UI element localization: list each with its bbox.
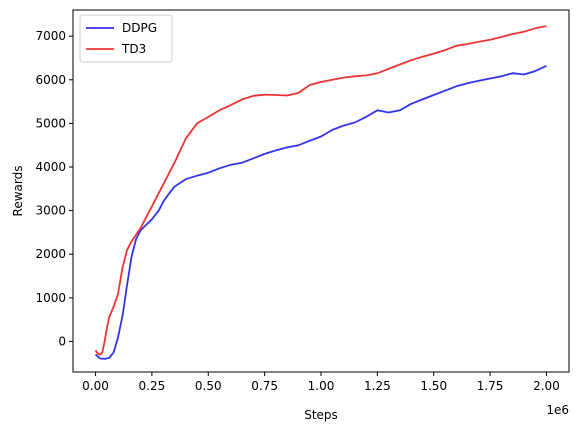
x-axis-offset-label: 1e6 xyxy=(546,403,569,417)
y-axis-label: Rewards xyxy=(11,166,25,217)
x-tick-label: 0.00 xyxy=(82,379,109,393)
series-layer xyxy=(94,25,547,360)
legend-label-ddpg: DDPG xyxy=(122,21,157,35)
series-line-td3 xyxy=(94,25,547,356)
x-tick-label: 1.00 xyxy=(308,379,335,393)
x-tick-label: 1.25 xyxy=(364,379,391,393)
legend-label-td3: TD3 xyxy=(121,42,146,56)
y-tick-label: 4000 xyxy=(35,160,66,174)
y-tick-label: 7000 xyxy=(35,29,66,43)
legend-box xyxy=(79,14,173,63)
y-tick-label: 3000 xyxy=(35,204,66,218)
y-axis-ticks: 0 1000 2000 3000 4000 5000 6000 7000 xyxy=(35,29,73,348)
x-tick-label: 0.50 xyxy=(195,379,222,393)
x-tick-label: 0.75 xyxy=(251,379,278,393)
y-tick-label: 5000 xyxy=(35,116,66,130)
x-tick-label: 1.75 xyxy=(477,379,504,393)
y-tick-label: 1000 xyxy=(35,291,66,305)
x-tick-label: 0.25 xyxy=(139,379,166,393)
x-axis-ticks: 0.00 0.25 0.50 0.75 1.00 1.25 1.50 1.75 2.00 xyxy=(82,372,560,393)
y-tick-label: 0 xyxy=(58,334,66,348)
x-tick-label: 2.00 xyxy=(533,379,560,393)
y-tick-label: 6000 xyxy=(35,73,66,87)
x-tick-label: 1.50 xyxy=(420,379,447,393)
legend: DDPG TD3 xyxy=(79,14,173,63)
y-tick-label: 2000 xyxy=(35,247,66,261)
series-line-ddpg xyxy=(94,64,547,360)
x-axis-label: Steps xyxy=(304,408,338,422)
